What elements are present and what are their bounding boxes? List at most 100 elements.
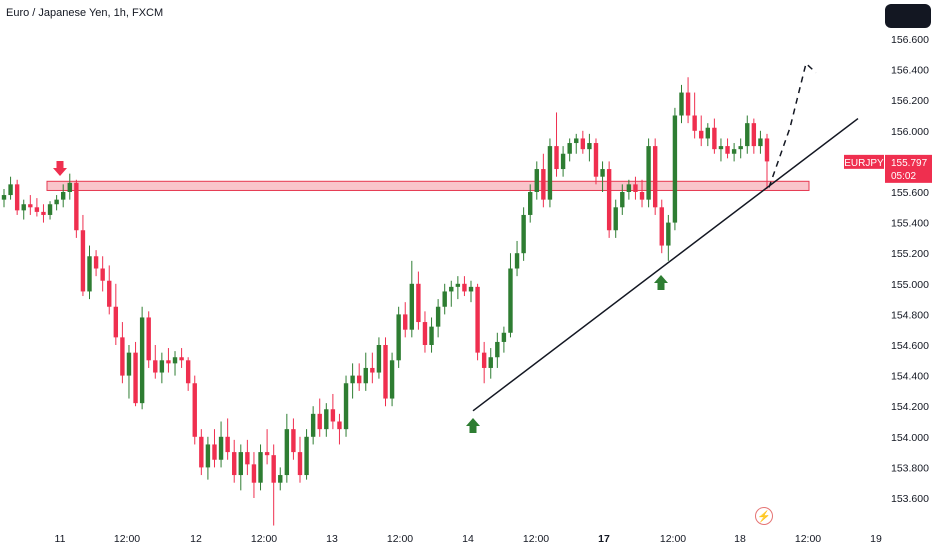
candle-body	[659, 207, 664, 246]
candle-body	[745, 123, 750, 147]
candle-body	[330, 409, 336, 422]
candle-body	[232, 452, 237, 476]
candle-body	[166, 360, 171, 364]
candle-body	[363, 367, 368, 384]
candle-body	[185, 360, 191, 384]
candle-body	[120, 337, 125, 376]
candle-body	[199, 436, 204, 468]
candle-body	[508, 268, 513, 333]
candle-body	[567, 143, 572, 154]
candle-body	[712, 127, 717, 150]
candle-body	[172, 357, 178, 364]
toolbar-button[interactable]	[885, 4, 931, 28]
candle-body	[639, 192, 645, 200]
candle-body	[685, 92, 691, 116]
y-tick-label: 156.600	[891, 34, 929, 46]
lightning-icon[interactable]: ⚡	[755, 507, 773, 525]
x-tick-label: 12:00	[523, 533, 549, 545]
candle-body	[449, 286, 454, 292]
candle-body	[758, 138, 763, 147]
candle-body	[264, 452, 270, 456]
candle-body	[534, 169, 539, 192]
candle-body	[87, 256, 92, 292]
y-tick-label: 154.200	[891, 401, 929, 413]
candle-body	[455, 283, 461, 287]
candle-body	[672, 115, 678, 223]
candle-body	[501, 332, 507, 342]
y-tick-label: 154.800	[891, 309, 929, 321]
x-tick-label: 11	[55, 533, 66, 545]
y-tick-label: 153.800	[891, 462, 929, 474]
candle-body	[587, 143, 592, 150]
candle-body	[218, 436, 224, 460]
y-tick-label: 156.400	[891, 65, 929, 77]
candle-body	[113, 306, 119, 338]
candle-body	[389, 360, 395, 399]
candle-body	[34, 207, 40, 212]
candle-body	[646, 146, 651, 200]
x-tick-label: 14	[462, 533, 474, 545]
candle-body	[692, 115, 697, 131]
candle-body	[258, 452, 263, 483]
candle-body	[159, 360, 165, 373]
symbol-tag	[844, 154, 884, 169]
x-tick-label: 19	[870, 533, 882, 545]
candle-body	[100, 268, 105, 281]
x-tick-label: 12	[190, 533, 202, 545]
candle-body	[139, 317, 145, 404]
x-tick-label: 18	[734, 533, 746, 545]
candle-body	[343, 383, 349, 430]
candle-body	[60, 192, 66, 200]
candle-body	[416, 283, 421, 323]
candle-body	[291, 429, 296, 453]
candle-body	[8, 184, 13, 196]
resistance-zone	[46, 180, 810, 191]
candle-body	[574, 138, 579, 144]
candle-body	[80, 230, 86, 292]
y-tick-label: 156.200	[891, 95, 929, 107]
candle-body	[107, 280, 112, 307]
candle-body	[725, 146, 730, 154]
x-tick-label: 17	[598, 533, 610, 545]
x-tick-label: 12:00	[251, 533, 277, 545]
candle-body	[14, 184, 20, 211]
candle-body	[146, 317, 151, 361]
candle-body	[47, 204, 53, 215]
candle-body	[205, 444, 211, 468]
candle-body	[41, 211, 46, 215]
candle-body	[238, 452, 243, 476]
candle-body	[705, 127, 711, 139]
candle-body	[356, 375, 362, 384]
candle-body	[528, 192, 533, 215]
candle-body	[481, 352, 487, 368]
candle-body	[212, 444, 217, 460]
x-tick-label: 12:00	[795, 533, 821, 545]
candle-body	[429, 326, 434, 345]
candle-body	[679, 92, 684, 116]
candle-body	[475, 286, 480, 353]
candle-body	[304, 436, 309, 476]
y-tick-label: 155.200	[891, 248, 929, 260]
candle-body	[593, 143, 599, 177]
chart-title: Euro / Japanese Yen, 1h, FXCM	[6, 7, 164, 19]
candle-body	[422, 322, 428, 345]
candle-body	[409, 283, 415, 330]
countdown-label: 05:02	[891, 171, 916, 182]
candle-body	[317, 413, 322, 430]
x-tick-label: 12:00	[387, 533, 413, 545]
candle-body	[547, 146, 553, 200]
candle-body	[620, 192, 625, 208]
candle-body	[751, 123, 757, 147]
candle-body	[580, 138, 586, 150]
candle-body	[67, 182, 72, 192]
candle-body	[297, 452, 303, 476]
y-tick-label: 155.600	[891, 187, 929, 199]
price-label: 155.797	[891, 158, 928, 169]
y-tick-label: 153.600	[891, 493, 929, 505]
candle-body	[764, 138, 770, 162]
candle-body	[74, 182, 79, 231]
candle-body	[560, 153, 566, 170]
candle-body	[383, 345, 388, 399]
candle-body	[133, 352, 138, 404]
